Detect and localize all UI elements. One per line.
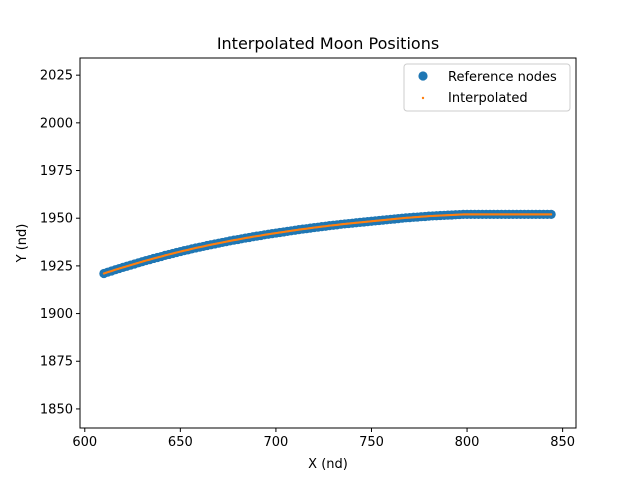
legend-box xyxy=(403,63,571,112)
x-tick-label: 850 xyxy=(550,435,575,450)
y-tick-label: 1925 xyxy=(40,259,73,274)
legend-marker-interpolated xyxy=(421,96,425,100)
x-tick-label: 600 xyxy=(72,435,97,450)
x-tick-label: 650 xyxy=(168,435,193,450)
interpolated-point xyxy=(550,213,553,216)
y-tick-label: 2025 xyxy=(40,69,73,84)
x-tick-label: 750 xyxy=(359,435,384,450)
plot-background xyxy=(80,58,576,428)
legend: Reference nodes Interpolated xyxy=(403,63,571,112)
x-axis: 600 650 700 750 800 850 xyxy=(72,428,575,450)
x-tick-label: 700 xyxy=(264,435,289,450)
plot-frame xyxy=(79,57,577,429)
y-tick-label: 1850 xyxy=(40,402,73,417)
y-tick-label: 2000 xyxy=(40,116,73,131)
y-axis: 1850 1875 1900 1925 1950 1975 2000 2025 xyxy=(40,69,80,417)
y-tick-label: 1950 xyxy=(40,212,73,227)
y-tick-label: 1875 xyxy=(40,355,73,370)
legend-label-reference-nodes: Reference nodes xyxy=(448,70,557,85)
chart-title: Interpolated Moon Positions xyxy=(217,34,439,53)
y-axis-title: Y (nd) xyxy=(15,224,30,264)
y-tick-label: 1975 xyxy=(40,164,73,179)
y-tick-label: 1900 xyxy=(40,307,73,322)
legend-label-interpolated: Interpolated xyxy=(448,91,528,106)
x-tick-label: 800 xyxy=(455,435,480,450)
legend-marker-reference-nodes xyxy=(418,71,428,81)
x-axis-title: X (nd) xyxy=(308,457,348,472)
interpolated-series xyxy=(102,213,553,275)
